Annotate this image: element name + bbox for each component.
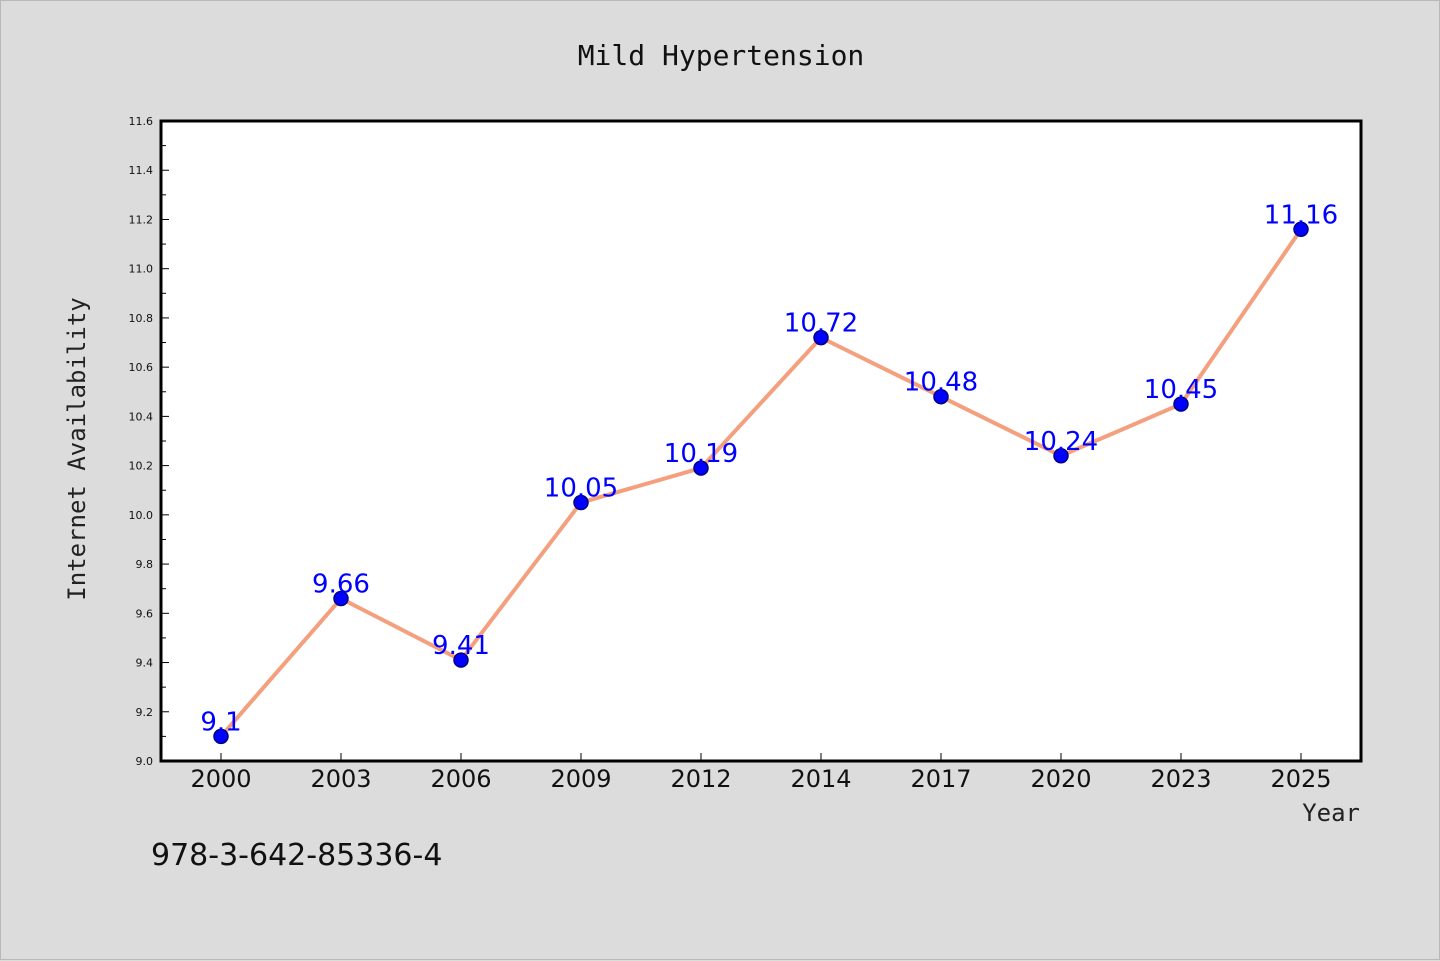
series-line (219, 228, 1303, 738)
y-tick-label: 10.0 (129, 509, 154, 522)
data-label: 11.16 (1264, 200, 1338, 230)
y-tick-label: 10.8 (129, 312, 154, 325)
data-label: 9.1 (200, 707, 241, 737)
data-label: 10.19 (664, 439, 738, 469)
data-label: 10.48 (904, 368, 978, 398)
x-tick-label: 2014 (790, 765, 851, 793)
y-tick-label: 10.6 (129, 361, 154, 374)
data-point (333, 590, 349, 607)
chart-title: Mild Hypertension (578, 39, 865, 72)
y-tick-label: 11.6 (129, 115, 154, 128)
data-point (1053, 448, 1069, 464)
x-tick-label: 2025 (1270, 765, 1331, 793)
x-tick-label: 2006 (430, 765, 491, 793)
y-tick-label: 11.2 (129, 213, 154, 226)
data-point (1173, 396, 1189, 412)
x-tick-label: 2000 (190, 765, 251, 793)
data-label: 10.24 (1024, 427, 1098, 457)
data-label: 10.05 (544, 474, 618, 504)
y-tick-label: 10.4 (129, 410, 154, 423)
x-tick-label: 2009 (550, 765, 611, 793)
data-point (573, 494, 589, 511)
y-tick-label: 9.8 (136, 558, 154, 571)
y-tick-label: 9.2 (136, 706, 154, 719)
y-tick-label: 9.4 (136, 657, 154, 670)
x-tick-label: 2020 (1030, 765, 1091, 793)
data-point (453, 652, 469, 668)
data-markers (213, 221, 1309, 745)
y-tick-label: 11.0 (129, 263, 154, 276)
y-tick-label: 9.6 (136, 607, 154, 620)
y-axis-ticks: 9.0 9.2 9.4 9.6 9.8 10.0 10.2 10.4 10.6 10.8 11.0 1… (129, 115, 169, 768)
data-label: 10.45 (1144, 375, 1218, 405)
data-point (933, 388, 949, 405)
isbn-text: 978-3-642-85336-4 (151, 838, 442, 873)
y-tick-label: 11.4 (129, 164, 154, 177)
x-tick-label: 2017 (910, 765, 971, 793)
data-label: 10.72 (784, 309, 858, 339)
data-point (1293, 221, 1309, 238)
data-label: 9.66 (312, 570, 370, 600)
y-axis-label: Internet Availability (63, 297, 91, 600)
data-point (813, 329, 829, 346)
data-label: 9.41 (432, 631, 490, 661)
x-tick-label: 2023 (1150, 765, 1211, 793)
y-tick-label: 9.0 (136, 755, 154, 768)
plot-area (159, 119, 1363, 763)
y-tick-label: 10.2 (129, 460, 154, 473)
x-tick-label: 2003 (310, 765, 371, 793)
data-point (213, 728, 229, 745)
x-axis-ticks: 2000 2003 2006 2009 2012 2014 2017 2020 2023 2025 (190, 753, 1332, 793)
data-point (693, 460, 709, 476)
data-labels: 9.1 9.66 9.41 10.05 10.19 10.72 10.48 10.24 10.4… (200, 200, 1338, 737)
x-tick-label: 2012 (670, 765, 731, 793)
x-axis-label: Year (1302, 799, 1360, 827)
